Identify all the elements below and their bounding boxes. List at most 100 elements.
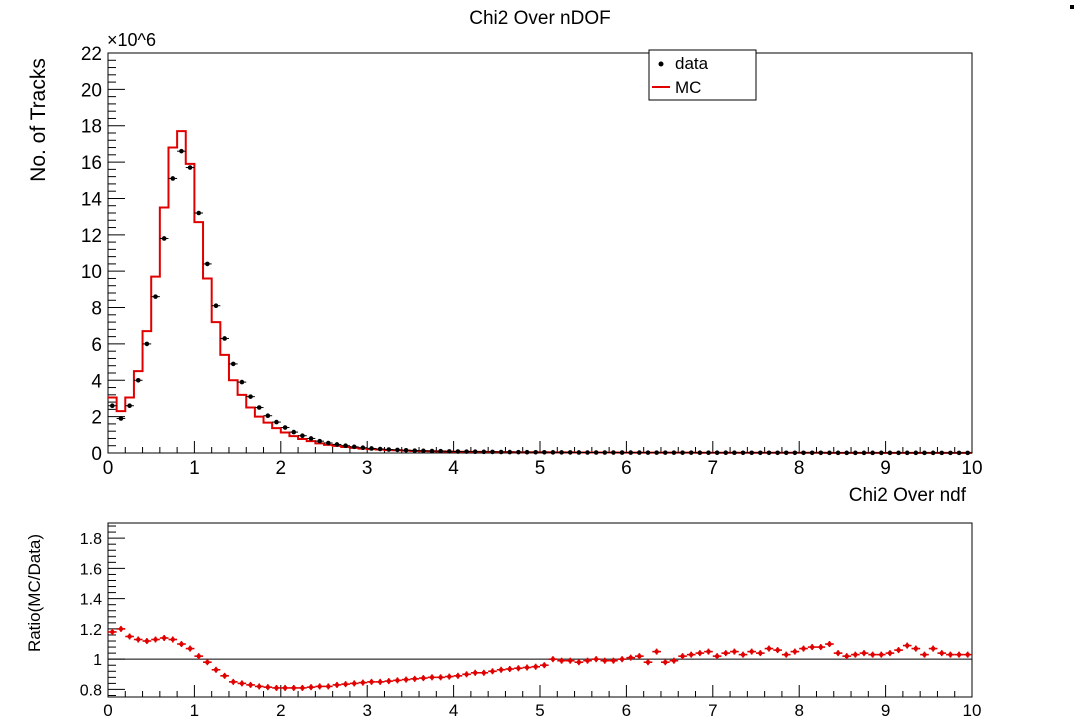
- ratio-y-tick-label: 0.8: [80, 682, 102, 699]
- ratio-point: [203, 659, 212, 666]
- ratio-point: [159, 634, 169, 641]
- ratio-point: [436, 674, 445, 681]
- y-tick-label: 0: [91, 444, 102, 465]
- data-point: [583, 450, 592, 455]
- data-point: [764, 450, 774, 456]
- ratio-point: [851, 651, 860, 658]
- x-tick-label: 9: [881, 701, 890, 720]
- x-tick-label: 2: [276, 458, 287, 479]
- ratio-point: [937, 650, 947, 657]
- ratio-point: [168, 636, 178, 643]
- data-point: [954, 450, 964, 456]
- data-point: [419, 448, 428, 454]
- ratio-point: [617, 656, 627, 663]
- ratio-point: [358, 679, 368, 686]
- legend-mc-label: MC: [675, 78, 701, 97]
- ratio-point: [946, 651, 955, 658]
- ratio-point: [764, 645, 774, 652]
- ratio-point: [280, 684, 290, 691]
- x-tick-label: 7: [708, 701, 717, 720]
- ratio-point: [133, 636, 143, 643]
- ratio-point: [427, 674, 437, 681]
- data-point: [116, 416, 126, 421]
- data-point: [669, 450, 679, 455]
- data-point: [902, 450, 912, 456]
- ratio-point: [712, 653, 722, 660]
- ratio-point: [591, 656, 601, 663]
- y-axis-exponent: ×10^6: [107, 30, 156, 50]
- ratio-y-tick-label: 1: [93, 652, 102, 669]
- corner-marker: [1070, 5, 1074, 9]
- data-point: [168, 176, 178, 181]
- ratio-point: [211, 666, 221, 673]
- ratio-point: [825, 641, 834, 648]
- data-point: [557, 450, 566, 455]
- x-tick-label: 2: [276, 701, 285, 720]
- ratio-point: [557, 657, 566, 664]
- data-point: [531, 449, 540, 455]
- ratio-point: [954, 651, 964, 658]
- data-point: [963, 450, 972, 456]
- data-point: [185, 165, 195, 170]
- data-point: [842, 450, 852, 456]
- ratio-point: [738, 651, 748, 658]
- data-point: [686, 450, 696, 455]
- ratio-point: [393, 677, 402, 684]
- ratio-point: [462, 671, 471, 678]
- ratio-point: [781, 651, 791, 658]
- x-tick-label: 5: [535, 458, 546, 479]
- ratio-point: [963, 651, 972, 658]
- y-tick-label: 10: [81, 262, 102, 283]
- ratio-point: [246, 681, 255, 688]
- data-point: [315, 438, 324, 444]
- ratio-point: [790, 648, 800, 655]
- ratio-point: [151, 636, 160, 643]
- x-tick-label: 6: [622, 701, 631, 720]
- x-tick-label: 10: [963, 701, 982, 720]
- ratio-point: [842, 653, 852, 660]
- data-point: [306, 436, 316, 441]
- data-point: [894, 450, 903, 456]
- ratio-point: [479, 669, 489, 676]
- data-point: [911, 450, 921, 456]
- ratio-point: [254, 683, 264, 690]
- ratio-x-axis-ticks: 0 1 2 3 4 5 6 7 8 9 10: [103, 685, 981, 720]
- x-tick-label: 10: [961, 458, 982, 479]
- data-point: [876, 450, 886, 456]
- y-tick-label: 2: [91, 408, 102, 429]
- ratio-point: [747, 648, 756, 655]
- data-point: [617, 450, 627, 455]
- ratio-point: [686, 651, 696, 658]
- ratio-point: [419, 675, 428, 682]
- data-point: [799, 450, 808, 456]
- ratio-points: [108, 625, 972, 691]
- x-tick-label: 9: [880, 458, 891, 479]
- data-point: [298, 433, 307, 439]
- data-point: [574, 450, 584, 455]
- data-point: [444, 449, 454, 454]
- data-point: [885, 450, 895, 456]
- ratio-point: [583, 657, 592, 664]
- ratio-point: [816, 644, 826, 651]
- ratio-point: [721, 650, 731, 657]
- ratio-point: [540, 662, 549, 669]
- legend-data-marker: [658, 61, 664, 67]
- x-tick-label: 1: [189, 458, 200, 479]
- data-point: [652, 450, 661, 455]
- data-point: [289, 429, 299, 435]
- data-point: [410, 448, 420, 453]
- ratio-panel: 0.8 1 1.2 1.4 1.6 1.8 0 1 2 3 4 5 6 7 8 9 10 Ratio(MC/D…: [25, 522, 981, 720]
- data-point: [401, 447, 411, 453]
- ratio-point: [902, 642, 912, 649]
- data-point: [600, 450, 610, 455]
- data-point: [540, 450, 549, 455]
- data-point: [505, 449, 515, 455]
- data-point: [773, 450, 782, 456]
- x-tick-label: 5: [535, 701, 544, 720]
- data-point: [781, 450, 791, 456]
- ratio-point: [833, 650, 843, 657]
- data-point: [937, 450, 947, 456]
- ratio-point: [885, 650, 895, 657]
- y-tick-label: 18: [81, 117, 102, 138]
- data-point: [177, 148, 186, 154]
